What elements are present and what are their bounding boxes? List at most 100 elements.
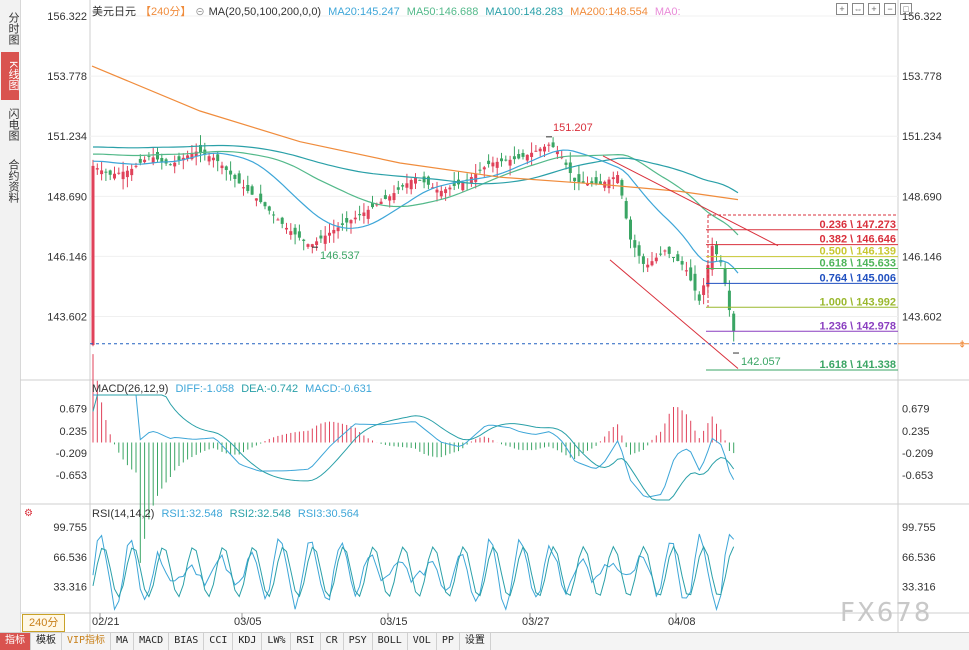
candle-body	[474, 173, 478, 182]
tab-cci[interactable]: CCI	[204, 633, 234, 650]
candle-body	[293, 227, 297, 235]
candle-body	[134, 165, 138, 167]
candle-body	[478, 169, 482, 171]
candle-body	[487, 160, 491, 165]
x-tick-label: 04/08	[668, 616, 696, 628]
macd-y-tick-right: 0.235	[902, 426, 930, 438]
tab-macd[interactable]: MACD	[134, 633, 170, 650]
candle-body	[366, 209, 370, 219]
candle-body	[555, 151, 559, 155]
period-label: 【240分】	[140, 6, 192, 18]
candle-body	[581, 181, 585, 183]
candle-body	[95, 168, 99, 170]
candle-body	[401, 185, 405, 187]
candle-body	[426, 176, 430, 185]
tab-cr[interactable]: CR	[321, 633, 344, 650]
tab-ma[interactable]: MA	[111, 633, 135, 650]
candle-body	[573, 177, 577, 182]
macd-y-tick-left: -0.653	[56, 470, 87, 482]
candle-body	[121, 171, 125, 180]
candle-body	[113, 173, 116, 179]
zoom-out-icon[interactable]: −	[884, 3, 896, 15]
candle-body	[551, 142, 555, 148]
candle-body	[598, 181, 602, 185]
candle-body	[272, 214, 276, 216]
ma-label: MA(20,50,100,200,0,0)	[208, 6, 322, 18]
candle-body	[637, 245, 641, 256]
high-annotation: 151.207	[553, 122, 593, 134]
candle-body	[199, 144, 202, 154]
candle-body	[216, 154, 220, 162]
fib-level-label: 1.618 \ 141.338	[820, 359, 896, 371]
candle-body	[280, 217, 284, 224]
macd-diff-line	[93, 394, 735, 498]
tab-bias[interactable]: BIAS	[169, 633, 205, 650]
tab-time-chart[interactable]: 分时图	[7, 11, 19, 45]
legend-ma200: MA200:148.554	[570, 6, 648, 18]
fib-level-label: 1.236 \ 142.978	[820, 320, 896, 332]
main-y-tick-left: 146.146	[47, 251, 87, 263]
candle-body	[276, 219, 280, 221]
candle-body	[723, 268, 727, 284]
symbol-name: 美元日元	[92, 6, 136, 18]
x-tick-label: 03/15	[380, 616, 408, 628]
candle-body	[229, 170, 233, 175]
candle-body	[495, 161, 499, 168]
tab-template[interactable]: 模板	[31, 633, 62, 650]
zoom-in-icon[interactable]: +	[868, 3, 880, 15]
macd-y-tick-right: 0.679	[902, 404, 930, 416]
candle-body	[517, 154, 521, 159]
tab-boll[interactable]: BOLL	[373, 633, 408, 650]
candle-body	[710, 246, 714, 270]
main-y-tick-right: 151.234	[902, 131, 942, 143]
main-y-tick-right: 146.146	[902, 251, 942, 263]
rsi-2: RSI2:32.548	[229, 508, 291, 520]
ma50-line	[93, 150, 739, 236]
expand-icon[interactable]: ⇔	[852, 3, 864, 15]
tab-settings[interactable]: 设置	[460, 633, 491, 650]
rsi-y-tick-left: 99.755	[53, 522, 87, 534]
tab-kdj[interactable]: KDJ	[233, 633, 263, 650]
candle-body	[461, 182, 465, 191]
tab-rsi[interactable]: RSI	[291, 633, 321, 650]
recent-low-annotation: 142.057	[741, 356, 781, 368]
tab-vip-indicator[interactable]: VIP指标	[62, 633, 112, 650]
candle-body	[607, 179, 611, 189]
tab-indicator[interactable]: 指标	[0, 633, 31, 650]
tab-flash-chart[interactable]: 闪电图	[7, 107, 19, 141]
candle-body	[624, 201, 628, 219]
candle-body	[641, 256, 645, 264]
fullscreen-icon[interactable]: □	[900, 3, 912, 15]
candle-body	[190, 152, 194, 160]
candle-body	[672, 256, 675, 258]
tab-lw[interactable]: LW%	[262, 633, 292, 650]
period-badge[interactable]: 240分	[22, 614, 66, 632]
candle-body	[259, 193, 263, 203]
candle-body	[345, 218, 349, 223]
tab-psy[interactable]: PSY	[344, 633, 373, 650]
candle-body	[422, 176, 426, 183]
candle-body	[646, 264, 650, 268]
rsi-y-tick-left: 66.536	[53, 552, 87, 564]
main-y-tick-right: 143.602	[902, 312, 942, 324]
candle-body	[633, 240, 637, 248]
tab-vol[interactable]: VOL	[408, 633, 437, 650]
crosshair-icon[interactable]: +	[836, 3, 848, 15]
candle-body	[512, 156, 516, 160]
main-legend: 美元日元 【240分】 ⊝ MA(20,50,100,200,0,0) MA20:14…	[92, 3, 685, 19]
candle-body	[328, 232, 331, 236]
candle-body	[414, 177, 417, 184]
fib-level-label: 0.618 \ 145.633	[820, 258, 896, 270]
candle-body	[353, 217, 357, 220]
candle-body	[697, 294, 701, 301]
channel-lower-line	[609, 259, 739, 369]
candle-body	[444, 189, 448, 194]
tab-kline-chart[interactable]: K线图	[1, 52, 19, 100]
tab-contract-info[interactable]: 合约资料	[7, 159, 19, 203]
candle-body	[371, 202, 374, 208]
tab-pp[interactable]: PP	[437, 633, 460, 650]
candle-body	[306, 244, 310, 247]
candle-body	[91, 165, 95, 346]
ma-settings-icon[interactable]: ⊝	[195, 6, 205, 18]
